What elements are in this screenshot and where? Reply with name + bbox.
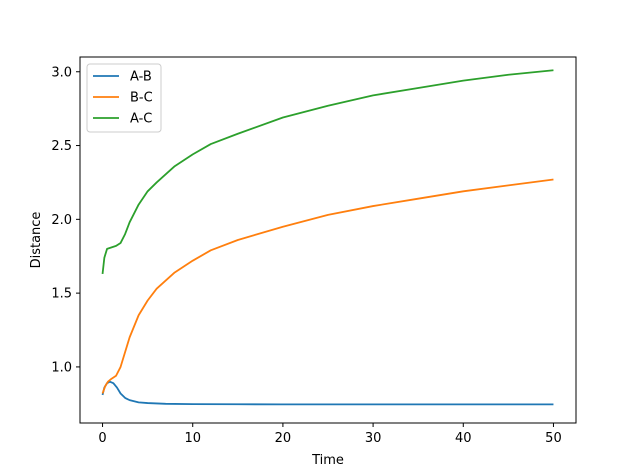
legend-label: B-C bbox=[130, 91, 153, 106]
x-tick-label: 30 bbox=[365, 431, 382, 446]
x-tick-label: 50 bbox=[545, 431, 562, 446]
series-line-b-c bbox=[101, 178, 554, 394]
plot-area bbox=[80, 57, 576, 423]
x-axis-ticks: 0 10 20 30 40 50 bbox=[98, 423, 562, 446]
y-axis-label: Distance bbox=[29, 212, 44, 269]
y-tick-label: 2.5 bbox=[51, 139, 72, 154]
x-tick-label: 20 bbox=[275, 431, 292, 446]
series-layer bbox=[101, 69, 554, 406]
legend: A-B B-C A-C bbox=[86, 63, 162, 133]
x-axis-label: Time bbox=[311, 453, 344, 468]
series-line-a-b bbox=[101, 380, 554, 406]
legend-label: A-C bbox=[130, 112, 152, 127]
y-tick-label: 1.0 bbox=[51, 360, 72, 375]
plot-frame bbox=[79, 56, 577, 424]
x-tick-label: 10 bbox=[184, 431, 201, 446]
x-tick-label: 40 bbox=[455, 431, 472, 446]
series-line-a-c bbox=[101, 69, 554, 275]
legend-box bbox=[86, 63, 162, 133]
y-axis-ticks: 1.0 1.5 2.0 2.5 3.0 bbox=[51, 65, 80, 375]
y-tick-label: 2.0 bbox=[51, 213, 72, 228]
y-tick-label: 3.0 bbox=[51, 65, 72, 80]
y-tick-label: 1.5 bbox=[51, 287, 72, 302]
legend-label: A-B bbox=[130, 70, 152, 85]
x-tick-label: 0 bbox=[98, 431, 106, 446]
